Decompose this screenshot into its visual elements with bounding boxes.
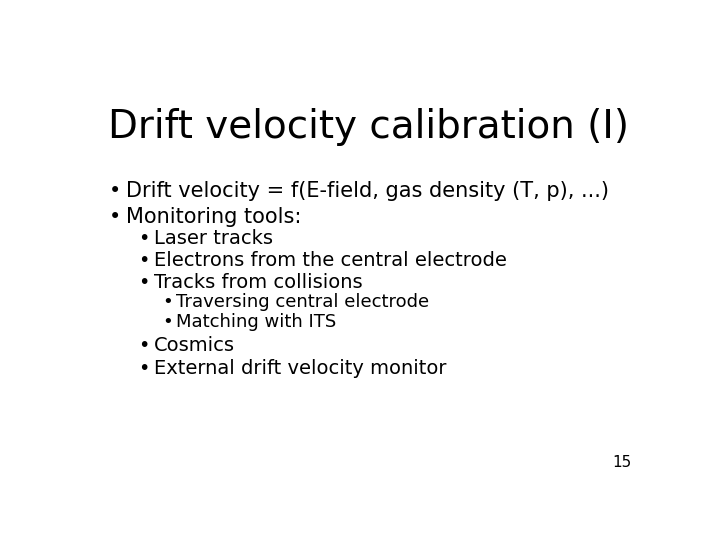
Text: Matching with ITS: Matching with ITS xyxy=(176,313,337,331)
Text: •: • xyxy=(138,251,150,270)
Text: Monitoring tools:: Monitoring tools: xyxy=(126,207,302,227)
Text: Cosmics: Cosmics xyxy=(154,336,235,355)
Text: Tracks from collisions: Tracks from collisions xyxy=(154,273,363,292)
Text: Drift velocity = f(E-field, gas density (T, p), ...): Drift velocity = f(E-field, gas density … xyxy=(126,181,609,201)
Text: •: • xyxy=(109,181,121,201)
Text: •: • xyxy=(163,313,174,331)
Text: •: • xyxy=(138,273,150,292)
Text: •: • xyxy=(138,229,150,248)
Text: Traversing central electrode: Traversing central electrode xyxy=(176,293,430,311)
Text: External drift velocity monitor: External drift velocity monitor xyxy=(154,359,446,378)
Text: Electrons from the central electrode: Electrons from the central electrode xyxy=(154,251,507,270)
Text: Laser tracks: Laser tracks xyxy=(154,229,273,248)
Text: •: • xyxy=(138,336,150,355)
Text: •: • xyxy=(163,293,174,311)
Text: Drift velocity calibration (I): Drift velocity calibration (I) xyxy=(109,109,629,146)
Text: 15: 15 xyxy=(612,455,631,470)
Text: •: • xyxy=(138,359,150,378)
Text: •: • xyxy=(109,207,121,227)
